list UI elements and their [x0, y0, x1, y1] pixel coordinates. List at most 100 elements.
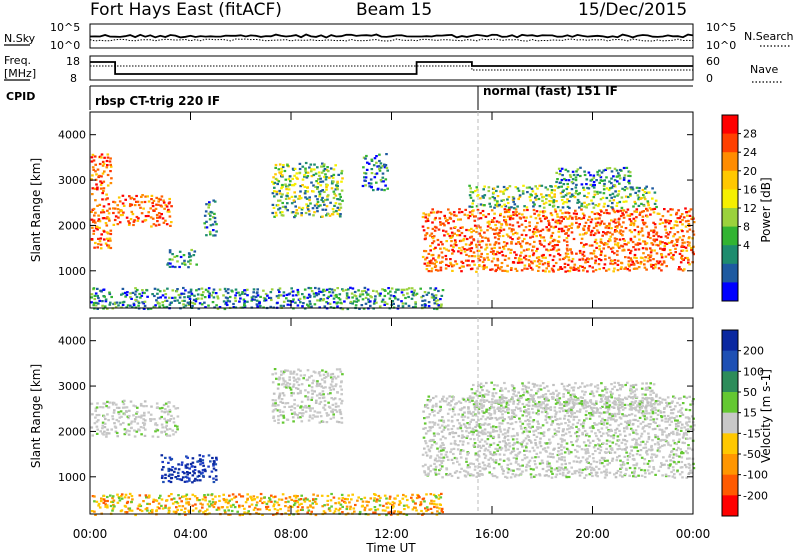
- heatmap-cell: [618, 238, 622, 241]
- heatmap-cell: [628, 421, 632, 424]
- heatmap-cell: [539, 229, 543, 233]
- heatmap-cell: [118, 416, 122, 419]
- heatmap-cell: [436, 238, 440, 242]
- heatmap-cell: [481, 410, 484, 413]
- heatmap-cell: [552, 238, 556, 241]
- heatmap-cell: [548, 465, 552, 468]
- heatmap-cell: [277, 421, 280, 425]
- heatmap-cell: [472, 431, 475, 434]
- heatmap-cell: [604, 168, 607, 171]
- heatmap-cell: [616, 225, 619, 228]
- heatmap-cell: [549, 236, 553, 239]
- heatmap-cell: [407, 295, 410, 299]
- heatmap-cell: [103, 238, 106, 241]
- heatmap-cell: [467, 229, 471, 232]
- heatmap-cell: [641, 215, 645, 218]
- heatmap-cell: [645, 185, 648, 188]
- heatmap-cell: [101, 172, 105, 175]
- heatmap-cell: [563, 439, 566, 442]
- heatmap-cell: [488, 445, 491, 448]
- heatmap-cell: [116, 204, 119, 207]
- heatmap-cell: [435, 442, 438, 445]
- heatmap-cell: [99, 180, 102, 183]
- heatmap-cell: [126, 291, 129, 294]
- heatmap-cell: [140, 414, 143, 417]
- heatmap-cell: [212, 477, 215, 480]
- heatmap-cell: [141, 291, 145, 294]
- heatmap-cell: [685, 249, 689, 252]
- heatmap-cell: [143, 434, 147, 437]
- noise-right-label: N.Search: [744, 30, 794, 43]
- heatmap-cell: [549, 455, 553, 458]
- heatmap-cell: [138, 429, 141, 432]
- heatmap-cell: [97, 413, 101, 417]
- heatmap-cell: [289, 388, 293, 391]
- heatmap-cell: [367, 298, 370, 301]
- heatmap-cell: [310, 305, 313, 308]
- heatmap-cell: [615, 204, 619, 207]
- heatmap-cell: [558, 254, 562, 257]
- heatmap-cell: [646, 440, 649, 443]
- heatmap-cell: [539, 210, 542, 213]
- heatmap-cell: [571, 257, 575, 261]
- heatmap-cell: [107, 419, 110, 422]
- heatmap-cell: [294, 301, 297, 304]
- heatmap-cell: [167, 469, 171, 473]
- heatmap-cell: [503, 437, 506, 440]
- heatmap-cell: [317, 178, 320, 181]
- heatmap-cell: [106, 164, 109, 167]
- heatmap-cell: [296, 304, 300, 307]
- heatmap-cell: [205, 203, 208, 206]
- heatmap-cell: [617, 190, 621, 193]
- heatmap-cell: [630, 259, 633, 262]
- heatmap-cell: [572, 460, 576, 463]
- heatmap-cell: [532, 419, 536, 422]
- heatmap-cell: [492, 187, 496, 190]
- heatmap-cell: [316, 415, 319, 418]
- heatmap-cell: [274, 163, 278, 167]
- heatmap-cell: [632, 217, 636, 220]
- heatmap-cell: [531, 411, 535, 414]
- heatmap-cell: [204, 210, 208, 213]
- heatmap-cell: [383, 163, 386, 166]
- heatmap-cell: [670, 420, 673, 423]
- heatmap-cell: [432, 396, 435, 400]
- heatmap-cell: [627, 260, 631, 263]
- heatmap-cell: [603, 476, 607, 479]
- heatmap-cell: [675, 462, 678, 465]
- heatmap-cell: [336, 188, 339, 191]
- heatmap-cell: [606, 212, 609, 215]
- heatmap-cell: [101, 160, 105, 163]
- heatmap-cell: [270, 288, 274, 291]
- heatmap-cell: [110, 428, 113, 431]
- heatmap-cell: [583, 201, 586, 204]
- heatmap-cell: [402, 294, 405, 297]
- heatmap-cell: [657, 262, 660, 265]
- heatmap-cell: [280, 398, 284, 401]
- heatmap-cell: [311, 407, 314, 410]
- heatmap-cell: [618, 174, 621, 177]
- heatmap-cell: [573, 263, 577, 266]
- heatmap-cell: [572, 418, 576, 421]
- heatmap-cell: [325, 288, 329, 291]
- heatmap-cell: [687, 219, 690, 222]
- heatmap-cell: [483, 428, 487, 431]
- heatmap-cell: [635, 438, 638, 441]
- heatmap-cell: [528, 422, 531, 426]
- heatmap-cell: [669, 463, 672, 466]
- heatmap-cell: [339, 195, 342, 198]
- heatmap-cell: [164, 296, 167, 299]
- heatmap-cell: [586, 270, 589, 273]
- heatmap-cell: [463, 411, 466, 414]
- heatmap-cell: [209, 224, 213, 227]
- heatmap-cell: [678, 266, 681, 269]
- heatmap-cell: [563, 239, 566, 242]
- heatmap-cell: [637, 409, 641, 412]
- heatmap-cell: [174, 476, 177, 479]
- heatmap-cell: [424, 405, 428, 408]
- heatmap-cell: [122, 211, 125, 214]
- heatmap-cell: [315, 394, 319, 397]
- heatmap-cell: [448, 432, 452, 435]
- heatmap-cell: [270, 298, 273, 302]
- heatmap-cell: [663, 242, 667, 245]
